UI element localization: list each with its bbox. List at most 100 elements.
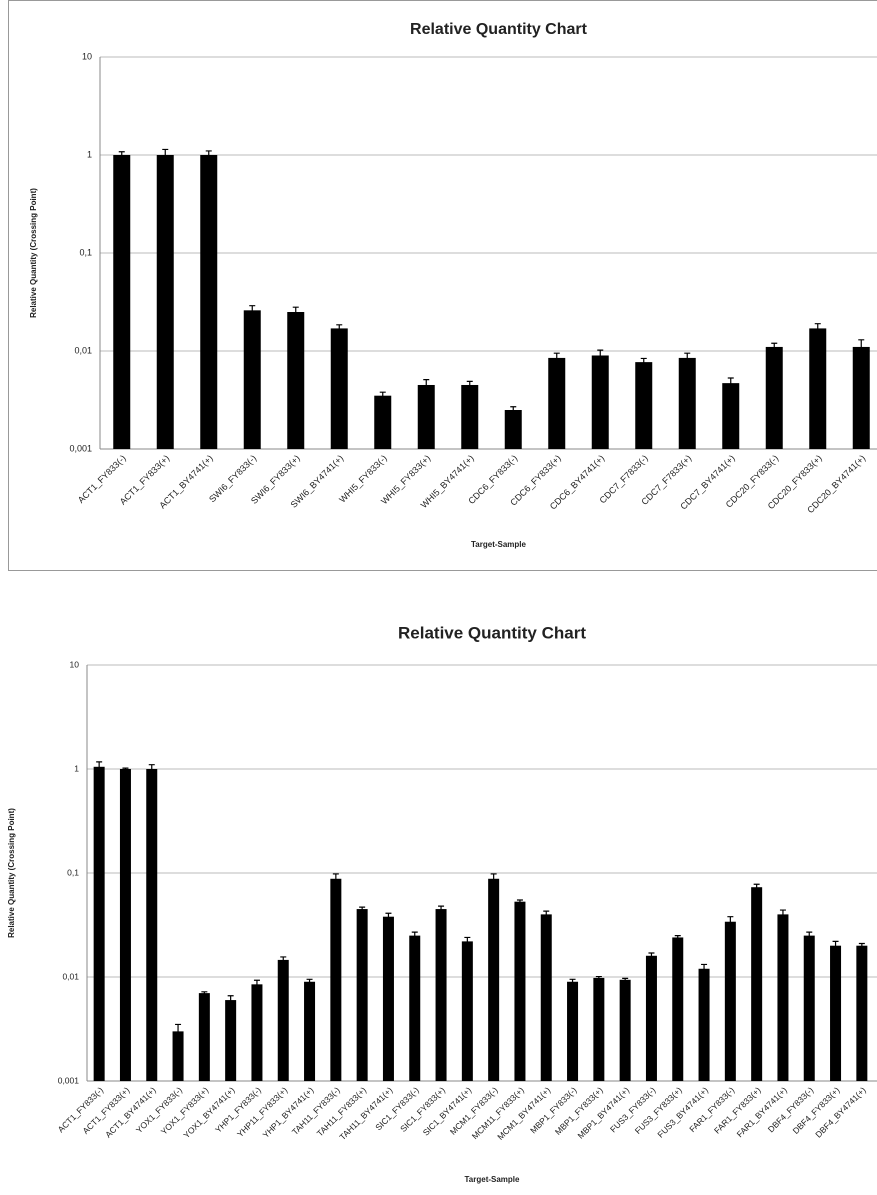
x-tick-label: YOX1_FY833(-) (134, 1085, 184, 1135)
error-bar (701, 963, 708, 974)
error-bar (771, 342, 778, 351)
error-bar (118, 151, 125, 159)
bar (287, 312, 305, 449)
error-bar (490, 873, 497, 885)
error-bar (336, 324, 343, 333)
bar (540, 914, 552, 1081)
x-axis-title: Target-Sample (465, 1175, 521, 1184)
chart-frame (8, 0, 877, 571)
bar (113, 155, 131, 449)
bar (417, 384, 435, 449)
bar (435, 909, 447, 1081)
bar (119, 769, 131, 1081)
y-tick-label: 10 (70, 659, 80, 669)
error-bar (779, 909, 786, 920)
bar (619, 979, 631, 1081)
error-bar (175, 1023, 182, 1040)
bar (243, 310, 261, 449)
error-bar (595, 975, 602, 980)
chart-title: Relative Quantity Chart (398, 623, 586, 642)
error-bar (96, 761, 103, 773)
bar (678, 357, 696, 449)
y-axis-title: Relative Quantity (Crossing Point) (7, 808, 16, 938)
error-bar (622, 977, 629, 982)
bar (724, 921, 736, 1081)
y-tick-label: 0,1 (79, 247, 92, 257)
bar (225, 1000, 237, 1081)
error-bar (648, 952, 655, 959)
error-bar (516, 899, 523, 904)
error-bar (858, 339, 865, 356)
bar (156, 155, 174, 449)
bar (698, 968, 710, 1081)
x-tick-label: ACT1_FY833(-) (56, 1085, 106, 1135)
y-tick-label: 0,01 (74, 345, 92, 355)
error-bar (684, 352, 691, 364)
y-tick-label: 10 (82, 51, 92, 61)
error-bar (249, 305, 256, 316)
bar (830, 945, 842, 1081)
bar (461, 384, 479, 449)
error-bar (640, 357, 647, 367)
x-axis-title: Target-Sample (471, 540, 527, 549)
bar (504, 410, 522, 449)
bar (856, 945, 868, 1081)
bar (277, 959, 289, 1081)
error-bar (753, 883, 760, 891)
error-bar (292, 306, 299, 318)
bar (330, 328, 348, 449)
bar (374, 395, 392, 449)
error-bar (148, 764, 155, 774)
error-bar (201, 991, 208, 995)
error-bar (858, 942, 865, 949)
error-bar (205, 150, 212, 160)
error-bar (379, 391, 386, 400)
error-bar (466, 380, 473, 389)
error-bar (806, 931, 813, 940)
y-tick-label: 0,001 (58, 1075, 80, 1085)
bar (645, 955, 657, 1081)
bar (488, 878, 500, 1081)
bar (146, 769, 158, 1081)
error-bar (727, 377, 734, 389)
bar (514, 901, 526, 1081)
bar (591, 355, 609, 449)
bar (172, 1031, 184, 1081)
error-bar (122, 767, 129, 770)
y-tick-label: 0,01 (62, 971, 79, 981)
error-bar (359, 906, 366, 912)
bar (304, 981, 316, 1081)
bar (198, 993, 210, 1081)
bar (93, 766, 105, 1081)
error-bar (423, 379, 430, 392)
bar (593, 977, 605, 1081)
bar (356, 909, 368, 1081)
error-bar (510, 406, 517, 414)
x-tick-label: YHP1_FY833(-) (213, 1085, 263, 1135)
error-bar (832, 940, 839, 951)
bar (777, 914, 789, 1081)
chart-title: Relative Quantity Chart (410, 21, 588, 38)
bar (548, 357, 566, 449)
bar (722, 383, 740, 449)
bar (330, 878, 342, 1081)
error-bar (385, 912, 392, 921)
y-tick-label: 1 (87, 149, 92, 159)
error-bar (438, 905, 445, 913)
bar (200, 155, 218, 449)
bar (751, 887, 763, 1081)
bar (461, 941, 473, 1081)
bar (567, 981, 579, 1081)
bar (409, 935, 421, 1081)
error-bar (411, 931, 418, 940)
error-bar (162, 148, 169, 162)
y-tick-label: 0,001 (69, 443, 92, 453)
x-tick-label: DBF4_BY4741(+) (813, 1085, 868, 1140)
error-bar (727, 916, 734, 928)
error-bar (569, 978, 576, 985)
error-bar (674, 935, 681, 940)
x-tick-label: FAR1_FY833(+) (712, 1085, 763, 1136)
y-tick-label: 1 (74, 763, 79, 773)
